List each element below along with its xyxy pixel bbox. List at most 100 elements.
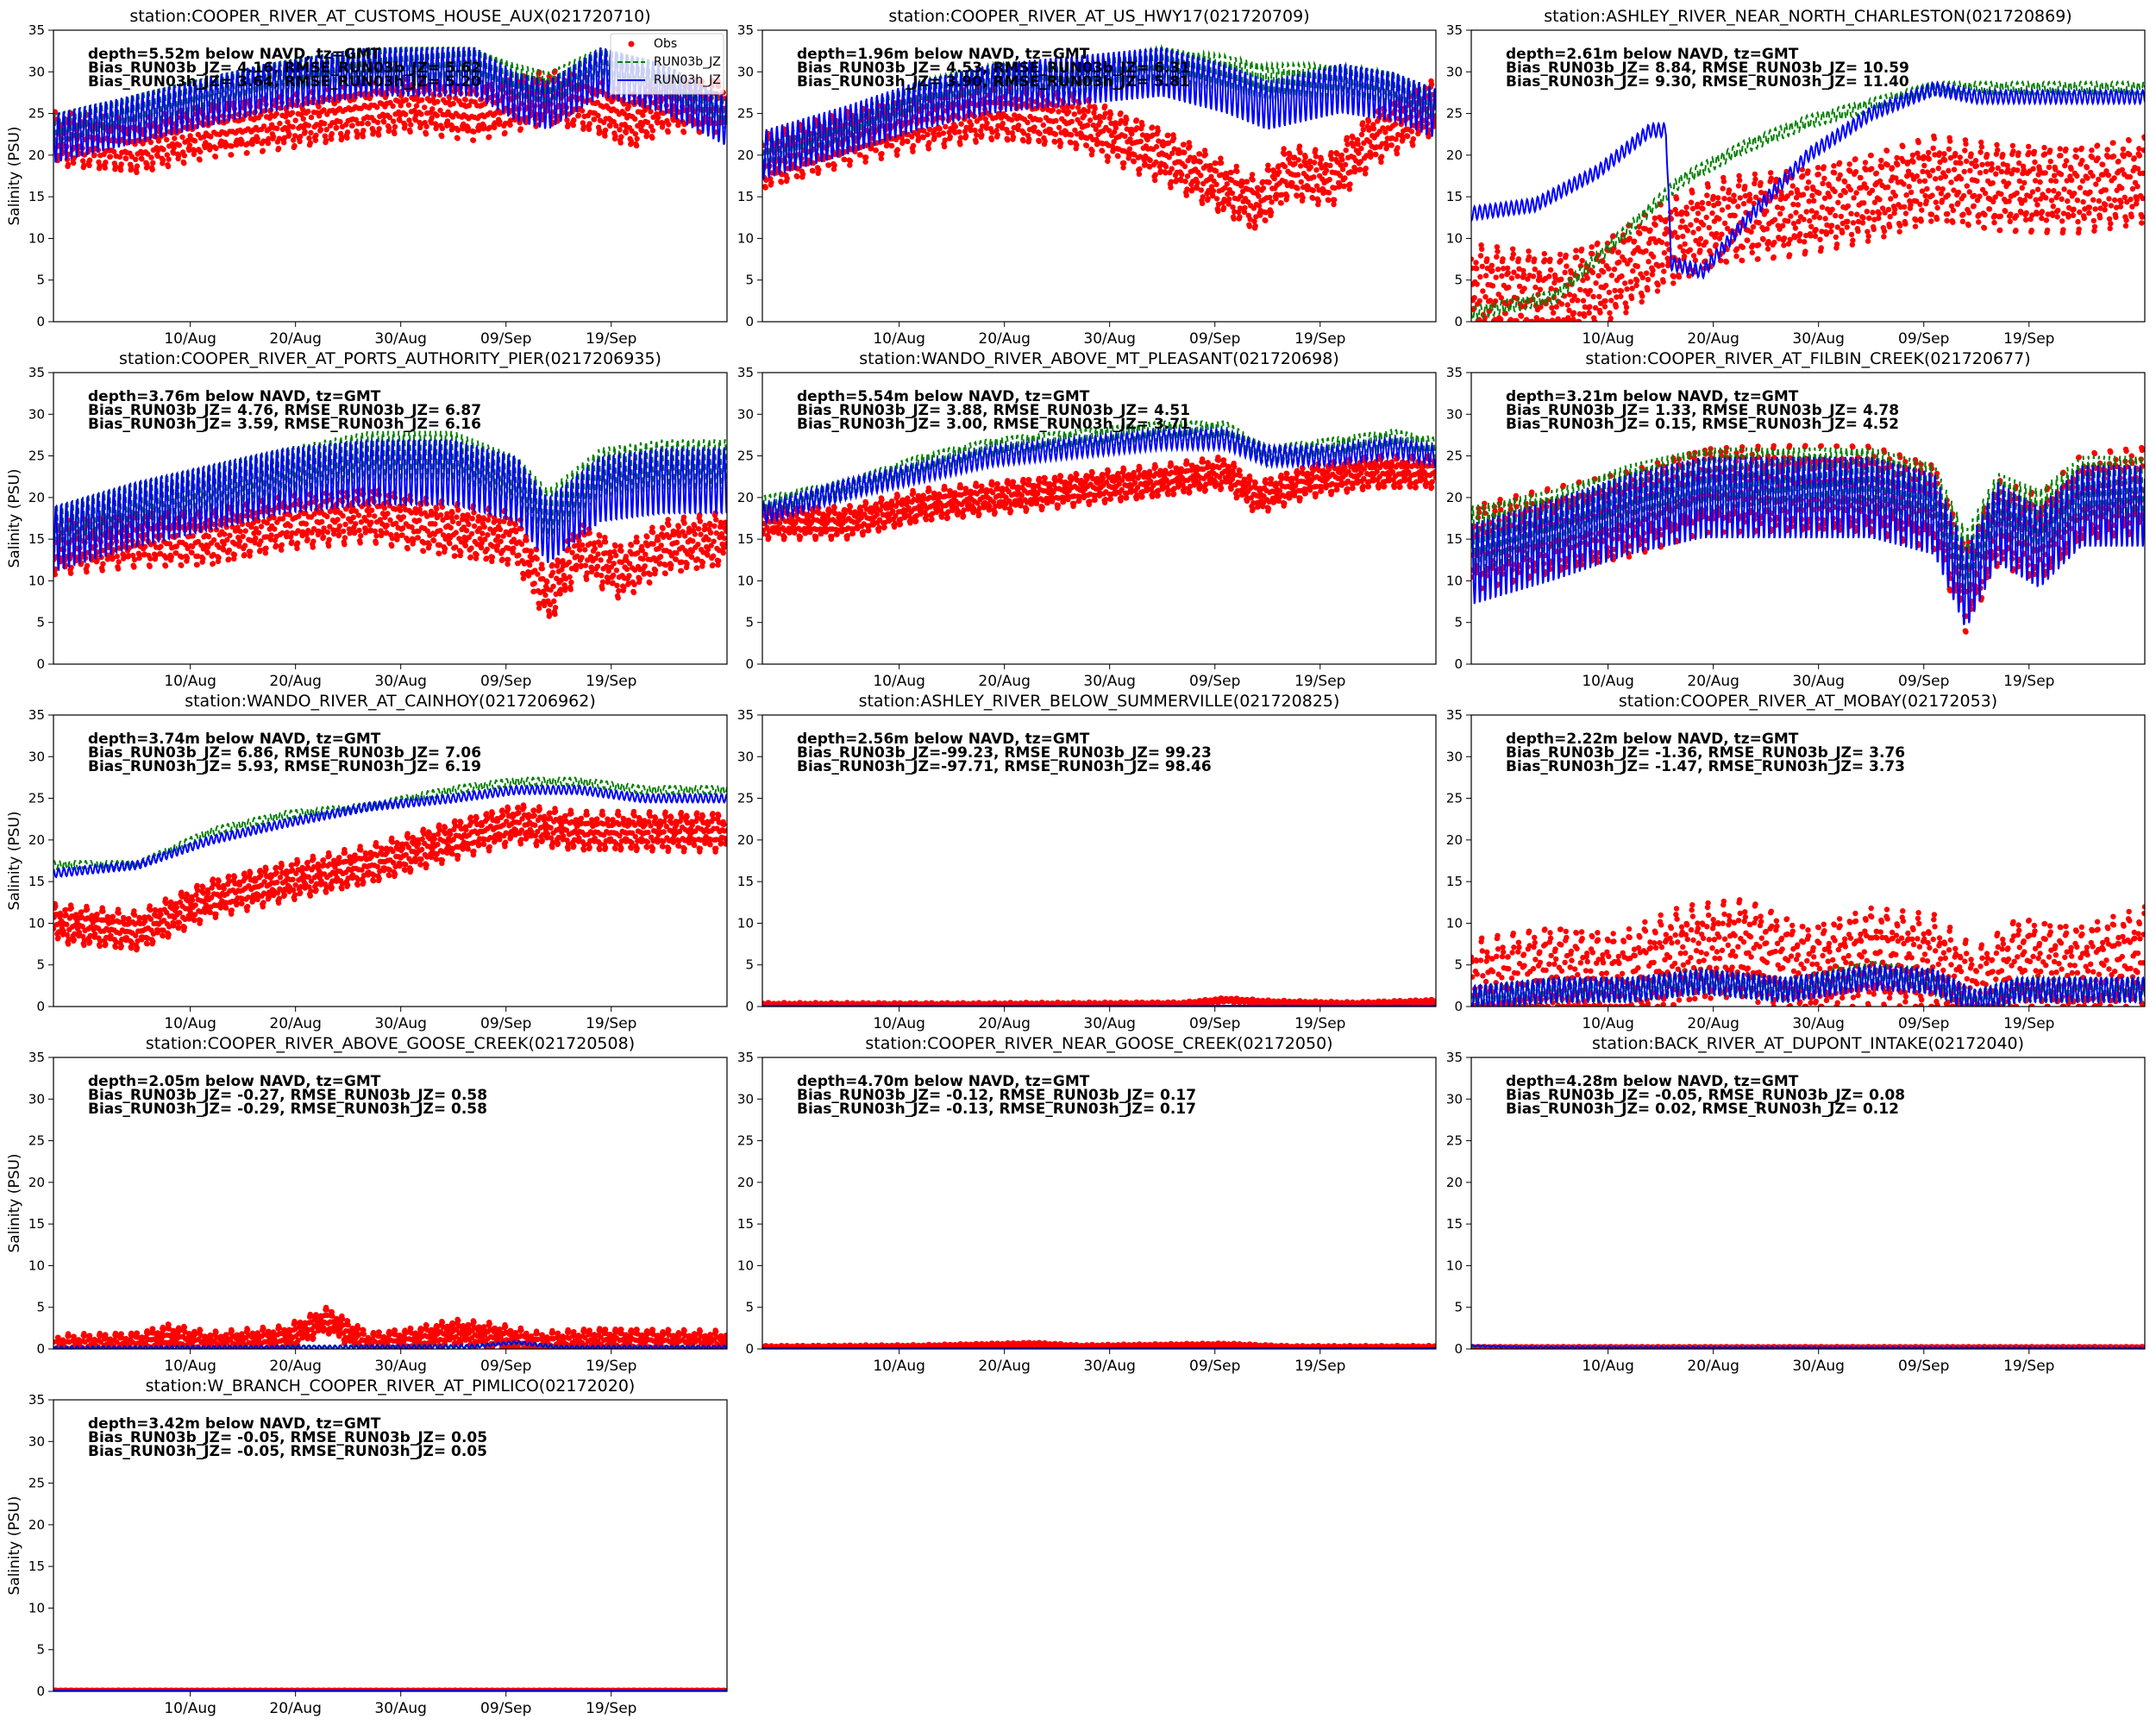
obs-point — [1824, 231, 1829, 236]
obs-point — [1606, 266, 1611, 271]
obs-point — [318, 127, 323, 132]
obs-point — [329, 131, 335, 136]
obs-point — [1832, 189, 1837, 194]
obs-point — [1722, 221, 1727, 226]
obs-point — [1941, 151, 1946, 156]
obs-point — [1990, 166, 1995, 171]
obs-point — [842, 157, 847, 162]
obs-point — [308, 130, 313, 135]
obs-point — [1768, 170, 1773, 175]
obs-point — [1790, 202, 1796, 207]
obs-point — [1688, 248, 1693, 253]
obs-point — [2111, 175, 2116, 180]
obs-point — [1936, 166, 1941, 171]
obs-point — [2023, 217, 2028, 223]
obs-point — [1886, 207, 1891, 212]
obs-point — [115, 554, 120, 559]
obs-point — [1363, 166, 1369, 171]
obs-point — [1564, 263, 1569, 268]
obs-point — [857, 152, 862, 157]
obs-point — [1278, 200, 1283, 205]
obs-point — [1921, 163, 1927, 168]
obs-point — [285, 530, 290, 535]
obs-point — [255, 136, 260, 141]
obs-point — [148, 154, 154, 160]
obs-point — [1935, 185, 1940, 191]
obs-point — [1984, 169, 1989, 174]
obs-point — [1752, 201, 1757, 206]
obs-point — [406, 103, 411, 108]
obs-point — [1564, 253, 1569, 258]
obs-point — [1802, 239, 1807, 244]
obs-point — [325, 530, 330, 535]
obs-point — [423, 124, 429, 129]
obs-point — [360, 128, 366, 133]
obs-point — [1907, 184, 1912, 189]
obs-point — [1596, 294, 1601, 299]
obs-point — [1698, 236, 1703, 242]
obs-point — [458, 549, 463, 555]
obs-point — [229, 152, 234, 157]
obs-point — [563, 586, 568, 591]
obs-point — [1884, 148, 1890, 154]
obs-point — [1242, 205, 1247, 210]
obs-point — [2108, 226, 2113, 231]
obs-point — [1929, 192, 1934, 198]
obs-point — [542, 593, 548, 598]
obs-point — [2015, 167, 2020, 172]
obs-point — [1313, 147, 1318, 152]
obs-point — [2032, 149, 2037, 154]
obs-point — [1121, 160, 1126, 166]
obs-point — [1895, 162, 1900, 167]
obs-point — [1086, 109, 1091, 114]
obs-point — [327, 537, 332, 543]
obs-point — [290, 110, 295, 116]
obs-point — [1928, 218, 1934, 223]
obs-point — [1678, 224, 1683, 229]
obs-point — [505, 557, 511, 562]
obs-point — [2065, 214, 2071, 219]
obs-point — [2055, 208, 2060, 213]
obs-point — [359, 519, 364, 524]
obs-point — [470, 516, 475, 521]
obs-point — [1703, 240, 1708, 245]
obs-point — [1807, 198, 1812, 204]
obs-point — [1821, 164, 1827, 169]
obs-point — [1706, 201, 1711, 206]
obs-point — [1327, 163, 1332, 168]
panel-1: station:COOPER_RIVER_AT_CUSTOMS_HOUSE_AU… — [6, 7, 730, 348]
obs-point — [1339, 157, 1344, 162]
obs-point — [1300, 195, 1305, 200]
obs-point — [1532, 267, 1538, 272]
obs-point — [1962, 169, 1967, 174]
obs-point — [319, 519, 324, 524]
obs-point — [1588, 288, 1593, 293]
obs-point — [1927, 173, 1932, 179]
obs-point — [2015, 150, 2021, 155]
obs-point — [1741, 201, 1746, 206]
obs-point — [2084, 165, 2090, 170]
obs-point — [889, 143, 894, 148]
obs-point — [1602, 304, 1608, 309]
obs-point — [577, 547, 582, 552]
obs-point — [1800, 166, 1805, 172]
x-tick-label: 19/Sep — [1294, 330, 1345, 348]
obs-point — [2119, 185, 2124, 191]
obs-point — [1134, 117, 1139, 122]
obs-point — [1581, 298, 1586, 303]
obs-point — [1919, 218, 1924, 223]
obs-point — [1910, 160, 1915, 165]
obs-point — [1087, 104, 1092, 109]
obs-point — [2141, 147, 2147, 153]
obs-point — [1662, 231, 1667, 236]
obs-point — [2109, 203, 2114, 208]
obs-point — [213, 154, 218, 160]
obs-point — [326, 543, 331, 549]
obs-point — [1650, 267, 1655, 273]
obs-point — [2045, 228, 2050, 233]
obs-point — [974, 132, 979, 137]
obs-point — [2033, 178, 2038, 183]
obs-point — [681, 129, 686, 135]
obs-point — [1737, 178, 1742, 183]
obs-point — [1163, 164, 1169, 169]
